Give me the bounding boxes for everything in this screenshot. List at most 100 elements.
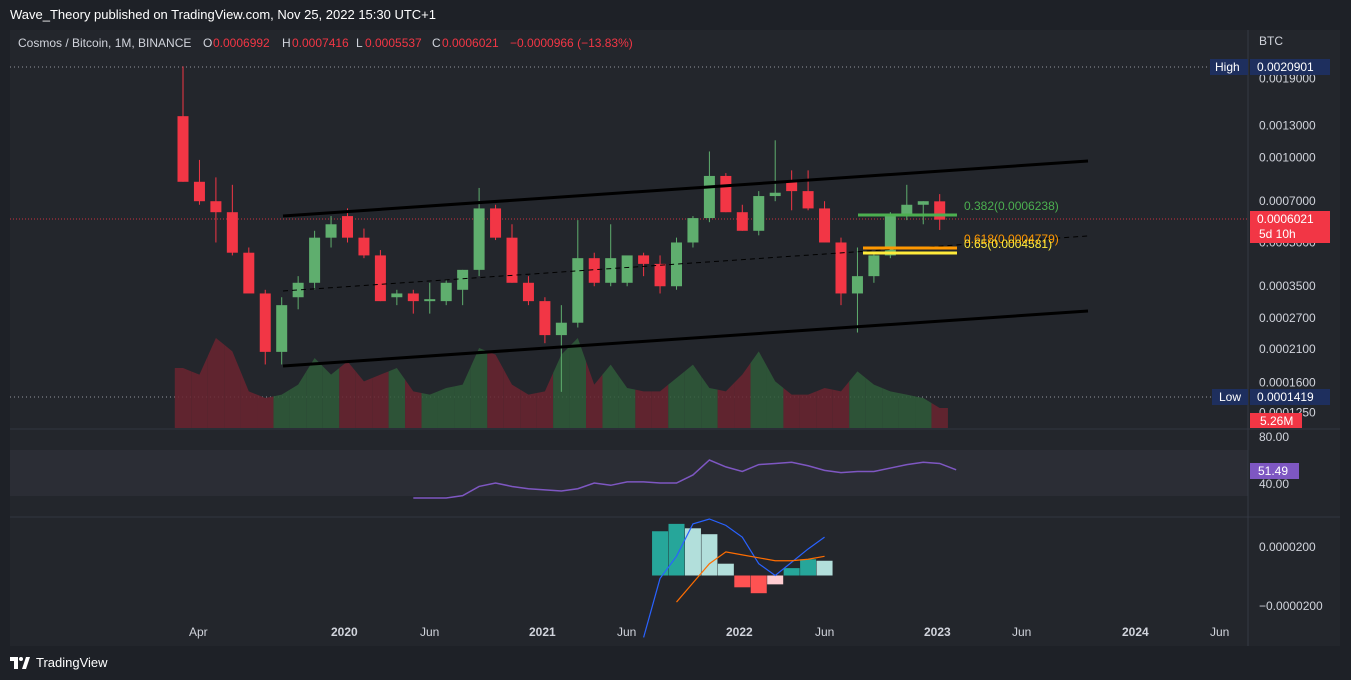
candle-body: [457, 269, 469, 290]
countdown-text: 5d 10h: [1259, 227, 1296, 241]
high-value: 0.0007416: [292, 36, 349, 50]
volume-segment: [684, 364, 702, 428]
time-tick: 2021: [529, 625, 556, 639]
symbol-legend[interactable]: Cosmos / Bitcoin, 1M, BINANCE O 0.000699…: [18, 36, 633, 50]
time-axis[interactable]: Apr 2020 Jun 2021 Jun 2022 Jun 2023 Jun …: [189, 625, 1229, 639]
channel-lower-line[interactable]: [282, 309, 1089, 368]
volume-segment: [717, 383, 735, 428]
fib-65-label: 0.65(0.0004581): [964, 237, 1052, 251]
candle-body: [276, 305, 288, 352]
candle-body: [177, 116, 189, 182]
volume-segment: [405, 379, 422, 428]
time-tick: 2022: [726, 625, 753, 639]
volume-segment: [882, 388, 899, 428]
fib-382-label: 0.382(0.0006238): [964, 199, 1059, 213]
macd-bar: [783, 568, 800, 576]
close-label: C: [432, 36, 441, 50]
price-tick: 0.0019000: [1259, 72, 1316, 86]
price-tick: 0.0002700: [1259, 311, 1316, 325]
volume-segment: [898, 393, 916, 428]
volume-segment: [322, 366, 340, 428]
candle-body: [210, 201, 222, 213]
candle-body: [473, 208, 485, 270]
candle-body: [605, 258, 617, 283]
close-value: 0.0006021: [442, 36, 499, 50]
volume-segment: [816, 388, 833, 428]
change-value: −0.0000966 (−13.83%): [510, 36, 633, 50]
volume-segment: [487, 351, 504, 428]
volume-segment: [388, 368, 406, 428]
candle-body: [687, 218, 699, 243]
rsi-tick: 80.00: [1259, 430, 1289, 444]
volume-segment: [569, 338, 587, 428]
volume-segment: [224, 344, 241, 428]
time-tick: Jun: [420, 625, 439, 639]
candle-body: [506, 237, 518, 283]
macd-bar: [750, 575, 767, 594]
candle-body: [440, 282, 452, 302]
high-label: H: [282, 36, 291, 50]
volume-segment: [520, 389, 537, 428]
candle-body: [342, 216, 353, 238]
candle-body: [802, 191, 814, 209]
candle-body: [407, 293, 419, 302]
candle-body: [374, 255, 386, 302]
candle-body: [851, 276, 863, 294]
last-price-text: 0.0006021: [1257, 212, 1314, 226]
price-tick: 0.0013000: [1259, 118, 1316, 132]
candle-body: [884, 216, 896, 256]
candle-body: [522, 282, 534, 302]
volume-segment: [536, 373, 554, 428]
fib-618-label: 0.618(0.0004779): [964, 232, 1059, 246]
time-tick: Jun: [1210, 625, 1229, 639]
volume-segment: [799, 391, 817, 428]
candle-body: [868, 255, 880, 277]
price-tick: 0.0007000: [1259, 194, 1316, 208]
candle-body: [638, 255, 650, 264]
candle-body: [819, 208, 831, 243]
volume-segment: [668, 371, 685, 428]
volume-segment: [257, 394, 274, 428]
volume-segment: [421, 391, 438, 428]
channel-upper-line[interactable]: [282, 159, 1089, 218]
candle-body: [391, 293, 403, 298]
volume-badge-text: 5.26M: [1260, 414, 1293, 428]
price-axis[interactable]: 0.0019000 0.0013000 0.0010000 0.0007000 0.00…: [1259, 72, 1316, 420]
candle-body: [835, 242, 847, 294]
volume-segment: [635, 389, 652, 428]
rsi-value-badge: [1250, 463, 1299, 479]
tradingview-logo-icon: [10, 656, 30, 669]
macd-bar: [734, 575, 751, 588]
rsi-value-text: 51.49: [1258, 464, 1288, 478]
volume-segment: [586, 361, 603, 428]
low-badge-label: Low: [1219, 390, 1241, 404]
candle-body: [769, 192, 781, 197]
candle-body: [539, 301, 551, 336]
candle-body: [671, 242, 682, 287]
candle-body: [358, 237, 370, 256]
candle-body: [720, 175, 732, 213]
price-tick: 0.0002100: [1259, 342, 1316, 356]
volume-segment: [306, 358, 323, 428]
volume-segment: [273, 389, 290, 428]
candle-body: [424, 299, 436, 302]
high-badge-label: High: [1215, 60, 1240, 74]
volume-segment: [783, 388, 800, 428]
volume-segment: [437, 386, 455, 428]
high-value-text: 0.0020901: [1257, 60, 1314, 74]
macd-tick: 0.0000200: [1259, 540, 1316, 554]
macd-bar: [767, 575, 784, 585]
symbol-title: Cosmos / Bitcoin, 1M, BINANCE: [18, 36, 191, 50]
candle-body: [243, 252, 255, 294]
time-tick: Jun: [617, 625, 636, 639]
volume-segment: [849, 371, 866, 428]
candle-body: [621, 255, 633, 283]
time-tick: Apr: [189, 625, 208, 639]
macd-bar: [701, 534, 718, 576]
volume-badge: [1250, 413, 1302, 428]
volume-segment: [174, 368, 192, 428]
tradingview-logo[interactable]: TradingView: [10, 655, 108, 670]
candle-body: [703, 175, 715, 219]
volume-segment: [240, 371, 258, 428]
